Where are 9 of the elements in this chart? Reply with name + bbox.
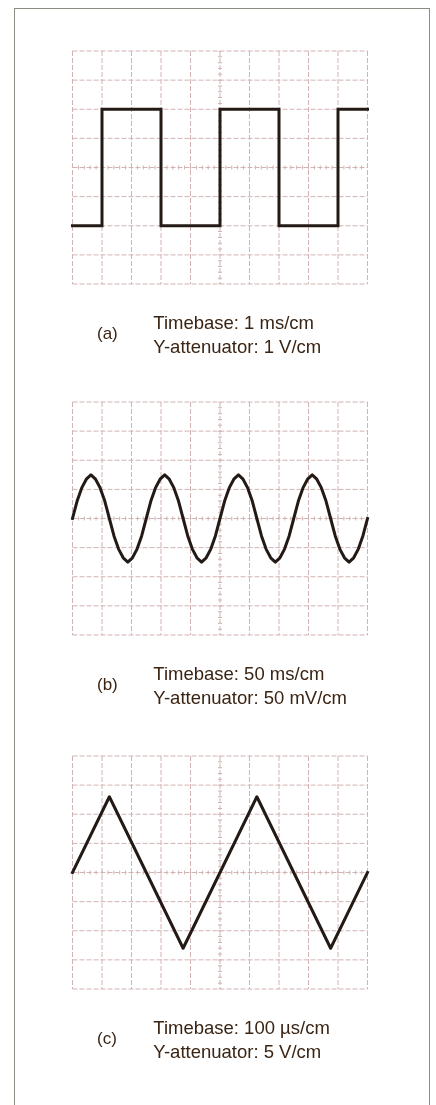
text: Timebase: 100 µs/cm [153,1016,330,1038]
text: (c) [97,1028,117,1048]
text: Y-attenuator: 1 V/cm [153,335,322,357]
text: Timebase: 50 ms/cm [153,662,325,684]
text: (b) [97,674,118,694]
text: Timebase: 1 ms/cm [153,311,315,333]
text: Y-attenuator: 50 mV/cm [153,687,347,709]
text: (a) [97,323,118,343]
text: Y-attenuator: 5 V/cm [153,1040,322,1062]
